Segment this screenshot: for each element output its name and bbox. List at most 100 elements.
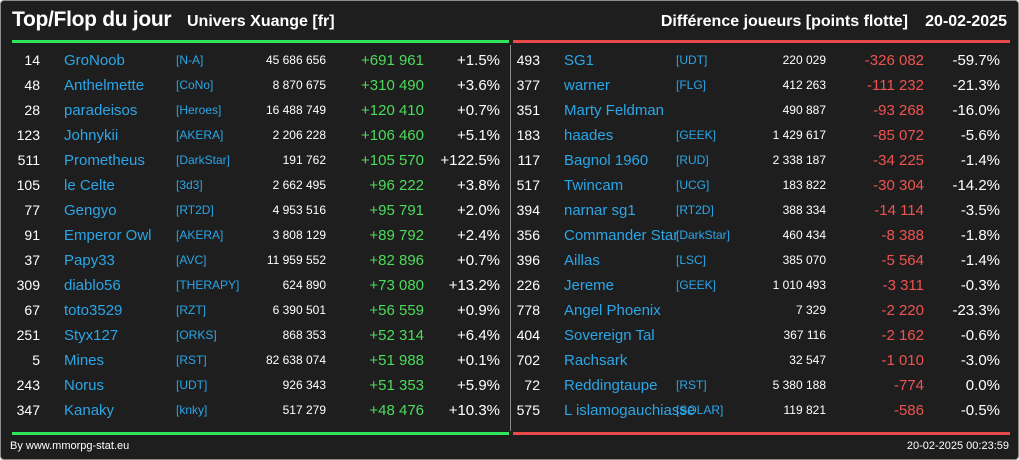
player-name-link[interactable]: Emperor Owl (64, 227, 152, 244)
guild-tag-link[interactable]: [RST] (676, 378, 707, 392)
flop-row: 117 Bagnol 1960 [RUD] 2 338 187 -34 225 -1.4% (512, 148, 1002, 173)
score-cell: 119 821 (783, 403, 827, 417)
score-cell: 11 959 552 (266, 253, 326, 267)
flop-accent-bar-bottom (513, 432, 1010, 435)
guild-tag-link[interactable]: [AVC] (176, 253, 207, 267)
player-name-link[interactable]: Marty Feldman (564, 102, 665, 119)
guild-tag-link[interactable]: [THERAPY] (176, 278, 240, 292)
player-name-link[interactable]: paradeisos (64, 102, 138, 119)
guild-tag-link[interactable]: [UDT] (676, 53, 708, 67)
score-cell: 5 380 188 (772, 378, 826, 392)
score-cell: 7 329 (795, 303, 826, 317)
flop-row: 226 Jereme [GEEK] 1 010 493 -3 311 -0.3% (512, 273, 1002, 298)
player-name-link[interactable]: Norus (64, 377, 105, 394)
guild-tag-link[interactable]: [RST] (176, 353, 207, 367)
guild-tag-link[interactable]: [RZT] (176, 303, 206, 317)
guild-tag-link[interactable]: [LSC] (676, 253, 707, 267)
guild-tag-link[interactable]: [UCG] (676, 178, 710, 192)
player-name-link[interactable]: narnar sg1 (564, 202, 636, 219)
guild-tag-link[interactable]: [RT2D] (676, 203, 714, 217)
player-name-link[interactable]: Gengyo (64, 202, 117, 219)
percent-cell: 0.0% (965, 377, 1000, 394)
player-name-link[interactable]: Angel Phoenix (564, 302, 661, 319)
player-name-link[interactable]: Rachsark (564, 352, 628, 369)
diff-cell: -111 232 (867, 77, 924, 94)
flop-row: 778 Angel Phoenix 7 329 -2 220 -23.3% (512, 298, 1002, 323)
score-cell: 191 762 (282, 153, 326, 167)
player-name-link[interactable]: Aillas (564, 252, 600, 269)
score-cell: 490 887 (782, 103, 826, 117)
guild-tag-link[interactable]: [GEEK] (676, 128, 717, 142)
footer-credit[interactable]: By www.mmorpg-stat.eu (10, 440, 130, 452)
player-name-link[interactable]: Papy33 (64, 252, 115, 269)
rank-cell: 394 (516, 202, 540, 218)
score-cell: 32 547 (789, 353, 826, 367)
guild-tag-link[interactable]: [DarkStar] (676, 228, 731, 242)
percent-cell: +10.3% (448, 402, 500, 419)
diff-cell: +691 961 (361, 52, 424, 69)
guild-tag-link[interactable]: [AKERA] (176, 228, 224, 242)
top-row: 251 Styx127 [ORKS] 868 353 +52 314 +6.4% (12, 323, 502, 348)
player-name-link[interactable]: Jereme (564, 277, 615, 294)
guild-tag-link[interactable]: [ORKS] (176, 328, 217, 342)
player-name-link[interactable]: Anthelmette (64, 77, 145, 94)
flop-row: 702 Rachsark 32 547 -1 010 -3.0% (512, 348, 1002, 373)
score-cell: 3 808 129 (272, 228, 326, 242)
player-name-link[interactable]: Mines (64, 352, 105, 369)
guild-tag-link[interactable]: [3d3] (176, 178, 203, 192)
top-accent-bar (12, 40, 509, 43)
guild-tag-link[interactable]: [knky] (176, 403, 208, 417)
rank-cell: 183 (516, 127, 540, 143)
player-name-link[interactable]: le Celte (64, 177, 115, 194)
guild-tag-link[interactable]: [GEEK] (676, 278, 717, 292)
percent-cell: +0.7% (457, 252, 500, 269)
rank-cell: 493 (516, 52, 540, 68)
guild-tag-link[interactable]: [SOLAR] (676, 403, 724, 417)
score-cell: 1 010 493 (772, 278, 826, 292)
player-name-link[interactable]: Reddingtaupe (564, 377, 658, 394)
score-cell: 16 488 749 (265, 103, 326, 117)
percent-cell: -3.0% (960, 352, 1000, 369)
diff-cell: -2 220 (881, 302, 924, 319)
guild-tag-link[interactable]: [CoNo] (176, 78, 214, 92)
player-name-link[interactable]: SG1 (564, 52, 595, 69)
player-name-link[interactable]: toto3529 (64, 302, 123, 319)
score-cell: 6 390 501 (272, 303, 326, 317)
guild-tag-link[interactable]: [DarkStar] (176, 153, 231, 167)
rank-cell: 251 (16, 327, 40, 343)
score-cell: 82 638 074 (265, 353, 326, 367)
score-cell: 2 662 495 (272, 178, 326, 192)
player-name-link[interactable]: L islamogauchiasse (564, 402, 696, 419)
score-cell: 2 338 187 (772, 153, 826, 167)
percent-cell: -23.3% (952, 302, 1000, 319)
percent-cell: -1.4% (960, 252, 1000, 269)
guild-tag-link[interactable]: [N-A] (176, 53, 204, 67)
percent-cell: +1.5% (457, 52, 500, 69)
player-name-link[interactable]: Prometheus (64, 152, 145, 169)
player-name-link[interactable]: Kanaky (64, 402, 115, 419)
guild-tag-link[interactable]: [RUD] (676, 153, 709, 167)
player-name-link[interactable]: Twincam (564, 177, 624, 194)
top-row: 28 paradeisos [Heroes] 16 488 749 +120 410 +0… (12, 98, 502, 123)
guild-tag-link[interactable]: [Heroes] (176, 103, 222, 117)
guild-tag-link[interactable]: [UDT] (176, 378, 208, 392)
rank-cell: 48 (24, 77, 40, 93)
diff-cell: +89 792 (369, 227, 424, 244)
diff-cell: -14 114 (874, 202, 924, 219)
guild-tag-link[interactable]: [RT2D] (176, 203, 214, 217)
player-name-link[interactable]: warner (564, 77, 610, 94)
player-name-link[interactable]: Commander Star (564, 227, 679, 244)
flop-accent-bar (513, 40, 1010, 43)
guild-tag-link[interactable]: [FLG] (676, 78, 707, 92)
player-name-link[interactable]: haades (564, 127, 614, 144)
player-name-link[interactable]: Styx127 (64, 327, 119, 344)
guild-tag-link[interactable]: [AKERA] (176, 128, 224, 142)
player-name-link[interactable]: Johnykii (64, 127, 119, 144)
top-row: 105 le Celte [3d3] 2 662 495 +96 222 +3.8% (12, 173, 502, 198)
score-cell: 183 822 (782, 178, 826, 192)
player-name-link[interactable]: GroNoob (64, 52, 125, 69)
player-name-link[interactable]: diablo56 (64, 277, 121, 294)
player-name-link[interactable]: Bagnol 1960 (564, 152, 649, 169)
diff-cell: +120 410 (361, 102, 424, 119)
player-name-link[interactable]: Sovereign Tal (564, 327, 655, 344)
